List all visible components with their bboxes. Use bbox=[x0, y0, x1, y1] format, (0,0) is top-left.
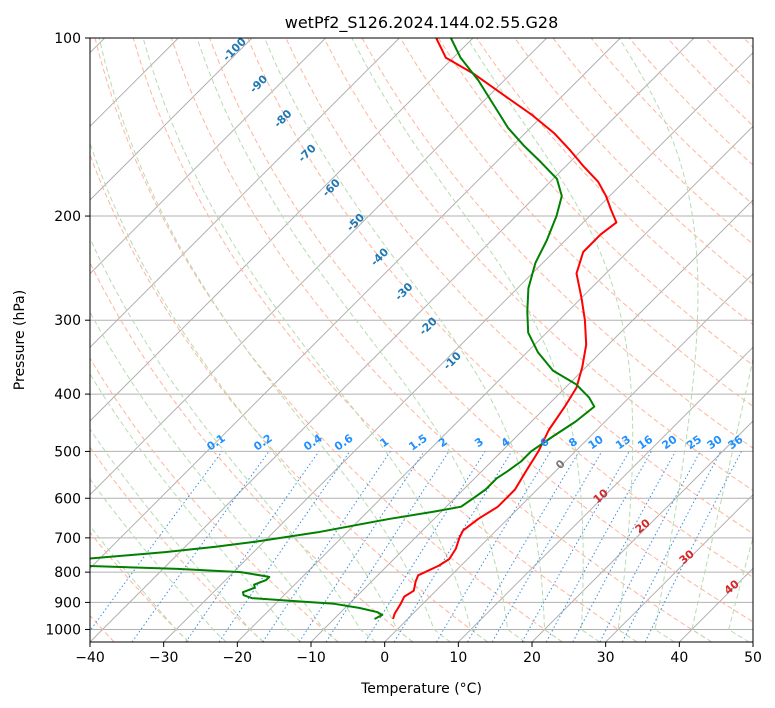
isotherm-line bbox=[90, 38, 253, 201]
isotherm-line bbox=[457, 346, 753, 642]
isotherm-line bbox=[90, 38, 400, 349]
x-tick-label: 20 bbox=[523, 650, 541, 666]
grid-layer bbox=[90, 38, 753, 642]
mixing-ratio-line bbox=[521, 451, 630, 642]
isotherm-line bbox=[90, 38, 695, 642]
temperature-line bbox=[392, 38, 618, 620]
plot-frame bbox=[89, 37, 754, 643]
y-tick-label: 600 bbox=[54, 491, 81, 507]
isotherm-line bbox=[90, 38, 548, 496]
series-layer bbox=[90, 38, 618, 620]
y-tick-label: 300 bbox=[54, 313, 81, 329]
y-tick-label: 400 bbox=[54, 387, 81, 403]
dry-adiabat-line bbox=[90, 446, 264, 642]
isotherm-line bbox=[384, 272, 753, 642]
mixing-ratio-line bbox=[644, 451, 742, 642]
moist-adiabat-line bbox=[196, 38, 526, 642]
x-tick-label: −40 bbox=[75, 650, 105, 666]
x-tick-label: −20 bbox=[223, 650, 253, 666]
isotherm-line bbox=[90, 38, 621, 570]
y-axis-label: Pressure (hPa) bbox=[12, 290, 28, 390]
isotherm-line bbox=[90, 38, 474, 422]
mixing-ratio-line bbox=[393, 451, 513, 642]
mixing-ratio-line bbox=[572, 451, 676, 642]
mixing-ratio-line bbox=[325, 451, 450, 642]
moist-adiabat-line bbox=[98, 38, 451, 642]
chart-title: wetPf2_S126.2024.144.02.55.G28 bbox=[285, 13, 559, 33]
x-tick-label: 50 bbox=[744, 650, 762, 666]
x-tick-label: −30 bbox=[149, 650, 179, 666]
y-tick-label: 100 bbox=[54, 31, 81, 47]
x-tick-label: 40 bbox=[670, 650, 688, 666]
moist-adiabat-line bbox=[90, 237, 376, 642]
isotherm-line bbox=[90, 38, 327, 275]
y-axis-ticks: 1000 900 800 700 600 500 400 300 200 100 bbox=[45, 31, 90, 638]
dry-adiabat-line bbox=[90, 261, 414, 642]
mixing-ratio-line bbox=[545, 451, 652, 642]
x-axis-ticks: −40 −30 −20 −10 0 10 20 30 40 50 bbox=[75, 642, 762, 666]
isotherm-line bbox=[531, 420, 753, 642]
moist-adiabat-line bbox=[90, 478, 227, 642]
mixing-ratio-line bbox=[218, 451, 351, 642]
dry-adiabat-line bbox=[90, 357, 339, 642]
moist-adiabat-line bbox=[90, 373, 302, 642]
y-tick-label: 700 bbox=[54, 531, 81, 547]
dry-adiabat-line bbox=[437, 38, 753, 366]
moist-adiabat-line bbox=[90, 525, 190, 642]
y-tick-label: 500 bbox=[54, 444, 81, 460]
dry-adiabat-line bbox=[514, 38, 753, 285]
mixing-ratio-line bbox=[90, 451, 223, 632]
dry-adiabat-line bbox=[323, 38, 753, 492]
dry-adiabat-line bbox=[94, 38, 563, 642]
x-tick-label: 10 bbox=[449, 650, 467, 666]
y-tick-label: 200 bbox=[54, 209, 81, 225]
dry-adiabat-line bbox=[170, 38, 712, 642]
isotherm-line bbox=[236, 125, 753, 642]
dry-adiabat-line bbox=[209, 38, 753, 623]
moist-adiabat-line bbox=[466, 38, 638, 642]
mixing-ratio-line bbox=[298, 451, 425, 642]
mixing-ratio-line bbox=[621, 451, 722, 642]
dry-adiabat-line bbox=[90, 531, 190, 642]
mixing-ratio-line bbox=[262, 451, 391, 642]
dry-adiabat-line bbox=[399, 38, 753, 408]
moist-adiabat-line bbox=[142, 38, 488, 642]
moist-adiabat-line bbox=[90, 428, 264, 642]
moist-adiabat-line bbox=[351, 38, 600, 642]
moist-adiabat-line bbox=[90, 310, 339, 642]
y-tick-label: 1000 bbox=[45, 622, 81, 638]
dry-adiabat-line bbox=[132, 38, 638, 642]
dewpoint-line bbox=[90, 38, 596, 620]
x-axis-label: Temperature (°C) bbox=[360, 681, 482, 697]
y-tick-label: 900 bbox=[54, 595, 81, 611]
moist-adiabat-line bbox=[691, 356, 753, 642]
isotherm-line bbox=[605, 493, 753, 642]
mixing-ratio-line bbox=[131, 451, 270, 642]
x-tick-label: 0 bbox=[380, 650, 389, 666]
x-tick-label: −10 bbox=[296, 650, 326, 666]
x-tick-label: 30 bbox=[597, 650, 615, 666]
mixing-ratio-line bbox=[185, 451, 320, 642]
moist-adiabat-line bbox=[264, 38, 563, 642]
y-tick-label: 800 bbox=[54, 565, 81, 581]
dry-adiabat-line bbox=[247, 38, 753, 578]
dry-adiabat-line bbox=[90, 153, 488, 642]
